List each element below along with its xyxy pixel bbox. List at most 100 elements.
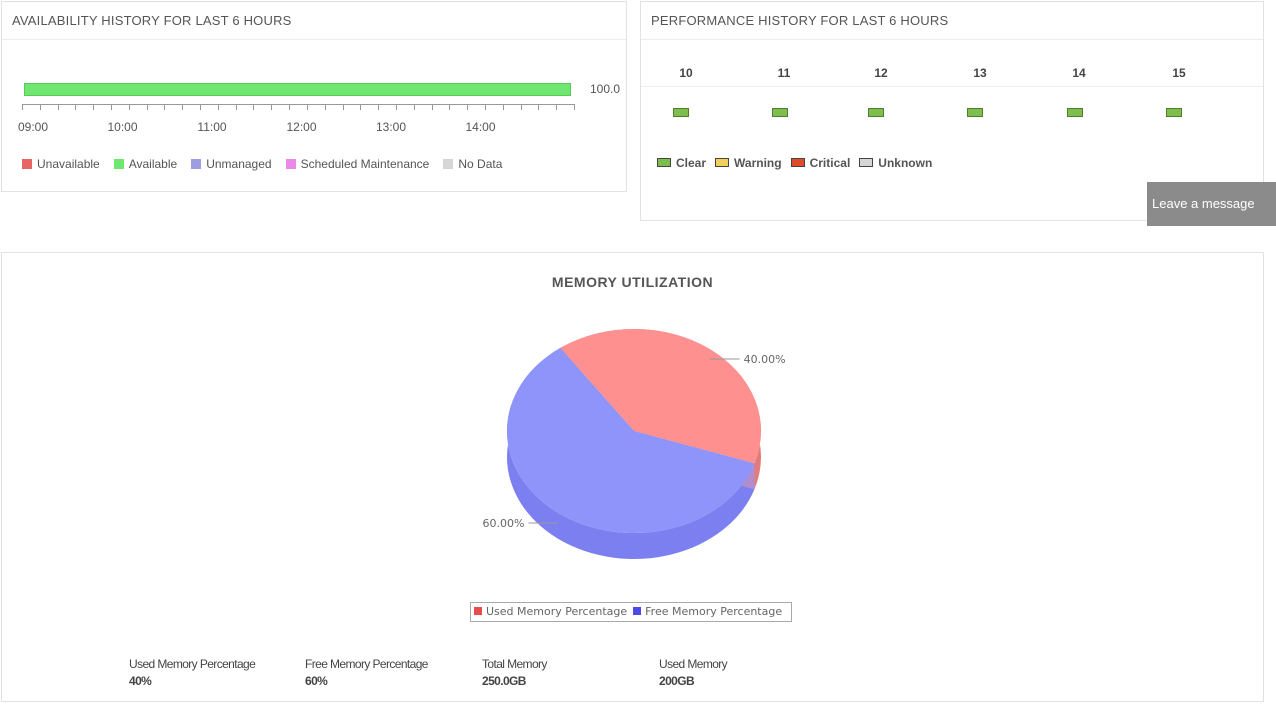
legend-label: Unknown [878,156,933,170]
availability-bar[interactable] [24,83,571,96]
memory-stat: Used Memory 200GB [659,657,728,688]
performance-status-cell[interactable] [868,108,884,117]
availability-axis-tick [22,104,23,110]
legend-label: Unmanaged [206,157,272,171]
availability-axis-tick [378,104,380,110]
performance-legend-item: Clear [657,156,706,170]
availability-axis-tick [289,104,291,110]
availability-axis-tick [556,104,558,110]
performance-hour-label: 15 [1172,66,1186,80]
performance-hour-label: 12 [874,66,888,80]
leave-message-button[interactable]: Leave a message [1147,182,1276,226]
availability-axis-tick [146,104,148,110]
performance-hour-label: 10 [679,66,693,80]
performance-status-cell[interactable] [1166,108,1182,117]
availability-time-label: 12:00 [286,120,317,134]
pie-legend-item[interactable]: Used Memory Percentage [474,603,627,621]
availability-time-label: 11:00 [197,120,227,134]
pie-legend: Used Memory Percentage Free Memory Percen… [470,602,793,622]
availability-axis-tick [235,104,237,110]
availability-axis-tick [200,104,202,110]
performance-title: PERFORMANCE HISTORY FOR LAST 6 HOURS [651,13,949,28]
performance-hour-label: 13 [973,66,987,80]
legend-swatch [443,159,454,169]
pie-data-label: 40.00% [744,353,786,366]
performance-row-divider [641,86,1263,87]
performance-legend-item: Critical [790,156,851,170]
legend-swatch [790,158,805,167]
availability-axis-tick [253,104,255,110]
availability-axis-tick [128,104,130,110]
legend-label: Free Memory Percentage [645,605,783,618]
memory-title: MEMORY UTILIZATION [551,274,714,290]
legend-label: Warning [734,156,782,170]
memory-stat: Free Memory Percentage 60% [305,657,428,688]
memory-utilization-panel: MEMORY UTILIZATION 40.00% 60.00% Used Mem… [1,252,1264,702]
availability-axis-tick [538,104,540,110]
availability-legend-item[interactable]: No Data [443,157,502,171]
availability-time-label: 14:00 [465,120,496,134]
legend-swatch [22,159,32,169]
availability-legend-item[interactable]: Available [113,157,177,171]
availability-axis-tick [182,104,184,110]
availability-axis-tick [431,104,433,110]
availability-panel: AVAILABILITY HISTORY FOR LAST 6 HOURS 10… [1,1,627,192]
availability-axis-tick [520,104,522,110]
availability-axis-tick [502,104,504,110]
availability-divider [2,39,626,40]
availability-axis-tick [413,104,415,110]
availability-title: AVAILABILITY HISTORY FOR LAST 6 HOURS [12,13,292,28]
memory-stat-label: Free Memory Percentage [305,657,428,671]
memory-stat: Used Memory Percentage 40% [129,657,256,688]
availability-axis-tick [111,104,113,110]
performance-hour-label: 11 [777,66,791,80]
performance-legend-item: Warning [715,156,782,170]
legend-swatch [191,159,202,169]
legend-swatch [113,159,124,169]
pie-slice[interactable] [507,347,755,533]
availability-axis-tick [306,104,308,110]
performance-legend: Clear Warning Critical Unknown [657,156,941,170]
availability-legend-item[interactable]: Unmanaged [191,157,272,171]
availability-legend: Unavailable Available Unmanaged Scheduled M… [22,157,516,171]
availability-legend-item[interactable]: Scheduled Maintenance [285,157,430,171]
legend-swatch [715,158,730,167]
performance-hour-label: 14 [1072,66,1086,80]
memory-stat-value: 200GB [659,674,695,688]
performance-panel: PERFORMANCE HISTORY FOR LAST 6 HOURS 10 1… [640,1,1264,221]
memory-stat-label: Used Memory Percentage [129,657,256,671]
legend-swatch [285,159,296,169]
availability-axis-tick [574,104,575,110]
availability-axis-tick [164,104,166,110]
performance-legend-item: Unknown [859,156,932,170]
memory-stat-value: 40% [129,674,152,688]
availability-axis-tick [217,104,219,110]
performance-status-cell[interactable] [772,108,788,117]
memory-stat-label: Total Memory [482,657,547,671]
performance-divider [641,39,1263,40]
availability-axis-tick [93,104,95,110]
performance-status-cell[interactable] [1067,108,1083,117]
availability-axis-tick [449,104,451,110]
availability-time-label: 10:00 [107,120,138,134]
availability-axis-tick [395,104,397,110]
performance-status-cell[interactable] [967,108,983,117]
availability-axis-tick [324,104,326,110]
pie-legend-item[interactable]: Free Memory Percentage [633,603,782,621]
memory-stat-value: 250.0GB [482,674,526,688]
availability-axis-tick [342,104,344,110]
availability-axis-tick [484,104,486,110]
availability-legend-item[interactable]: Unavailable [22,157,100,171]
memory-stat: Total Memory 250.0GB [482,657,547,688]
legend-swatch [657,158,671,167]
legend-swatch [859,158,874,167]
legend-label: Scheduled Maintenance [300,157,430,171]
availability-time-label: 13:00 [375,120,407,134]
availability-time-label: 09:00 [17,120,49,134]
legend-label: Unavailable [37,157,100,171]
legend-label: Critical [809,156,851,170]
availability-axis-tick [360,104,362,110]
memory-pie-chart: 40.00% 60.00% [482,329,786,560]
pie-slice[interactable] [560,329,761,464]
performance-status-cell[interactable] [673,108,689,117]
